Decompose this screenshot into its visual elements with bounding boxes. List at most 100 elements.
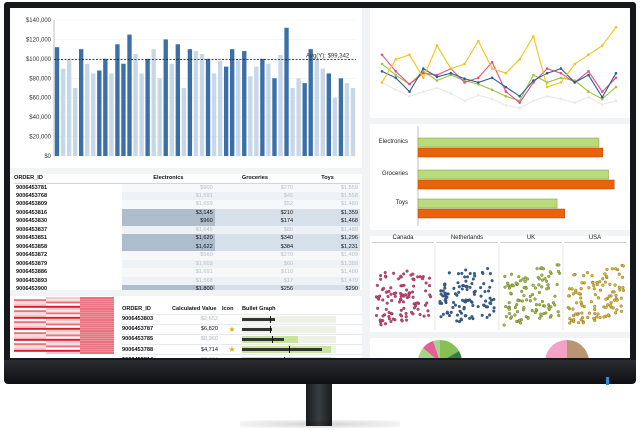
scatter-point [607,294,611,298]
series-point [380,70,384,73]
scatter-point [411,290,415,294]
scatter-point [404,318,409,322]
scatter-point [598,280,602,284]
stripe [14,312,46,315]
bar [308,49,313,157]
scatter-point [537,277,541,281]
stripe [80,314,114,317]
scatter-point [517,275,521,279]
scatter-point [603,272,607,276]
scatter-point [545,279,549,283]
hbar-label: Groceries [381,171,408,177]
scatter-point [392,271,396,275]
scatter-point [402,294,406,298]
scatter-point [593,312,597,316]
scatter-point [397,300,402,304]
scatter-point [522,306,526,310]
scatter-point [402,306,406,310]
bullet-graph-cell [242,344,362,355]
y-tick-label: $40,000 [29,115,51,121]
scatter-point [598,288,602,292]
scatter-point [488,285,492,289]
series-point [477,81,480,84]
stripe [14,321,46,324]
scatter-point [589,300,593,304]
scatter-point [509,291,513,295]
bar [248,76,253,156]
scatter-point [481,271,485,276]
scatter-point [397,277,401,281]
stripe [80,332,114,335]
scatter-point [393,294,397,298]
scatter-point [540,278,545,282]
scatter-point [441,312,445,316]
stripe [14,341,46,343]
series-point [518,106,521,110]
divider [370,118,630,124]
scatter-point [443,282,447,286]
scatter-point [400,319,404,323]
scatter-point [602,315,606,319]
scatter-point [528,294,532,298]
scatter-point [614,267,618,271]
bullet-graph-cell [242,313,362,325]
scatter-point [462,307,466,311]
scatter-point [452,300,456,305]
scatter-point [412,278,416,282]
scatter-point [511,284,515,288]
table-row: 9006453788 $4,714 ★ [122,344,362,355]
stripe [80,319,114,321]
scatter-point [502,323,506,327]
stripe [80,352,114,354]
bar [157,78,162,156]
scatter-point [405,269,409,273]
scatter-point [375,283,379,287]
stripe [14,327,46,330]
scatter-point [409,273,413,277]
order-id-cell: 9006453837 [16,226,48,233]
stripe [80,330,114,332]
scatter-point [567,287,572,291]
series-point [408,90,411,93]
stripe [46,308,80,310]
scatter-point [405,288,409,292]
value-cell: $1,388 [295,259,360,268]
pie-slice [567,340,589,358]
scatter-point [381,314,385,318]
scatter-point [612,290,616,294]
scatter-point [472,292,476,296]
bar [205,58,211,156]
stripe [46,319,80,321]
scatter-point [439,292,443,296]
scatter-point [538,316,542,320]
series-point [477,76,480,80]
scatter-point [621,264,625,268]
stripe [46,305,80,308]
bar [199,54,205,156]
stripe [46,297,80,299]
stripe [14,319,46,321]
scatter-point [533,297,537,301]
scatter-point [472,272,476,276]
scatter-point [539,266,543,270]
series-point [587,95,590,99]
order-id-cell: 9006453809 [16,201,48,208]
order-id-cell: 9006453785 [122,333,172,345]
series-point [600,97,604,101]
scatter-point [488,296,492,300]
bullet-graph [242,325,336,333]
line-chart [380,25,618,110]
bullet-target [289,346,290,354]
series-point [421,76,425,80]
stripe [46,338,80,341]
scatter-point [615,308,619,312]
order-id-cell: 9006453886 [16,269,48,276]
pie-chart [418,340,462,358]
value-cell: $900 [121,183,215,192]
scatter-point [537,283,541,287]
bar [326,73,331,156]
scatter-point [605,267,609,271]
bullet-graph [242,335,336,343]
bar [121,63,126,156]
scatter-point [411,295,415,299]
